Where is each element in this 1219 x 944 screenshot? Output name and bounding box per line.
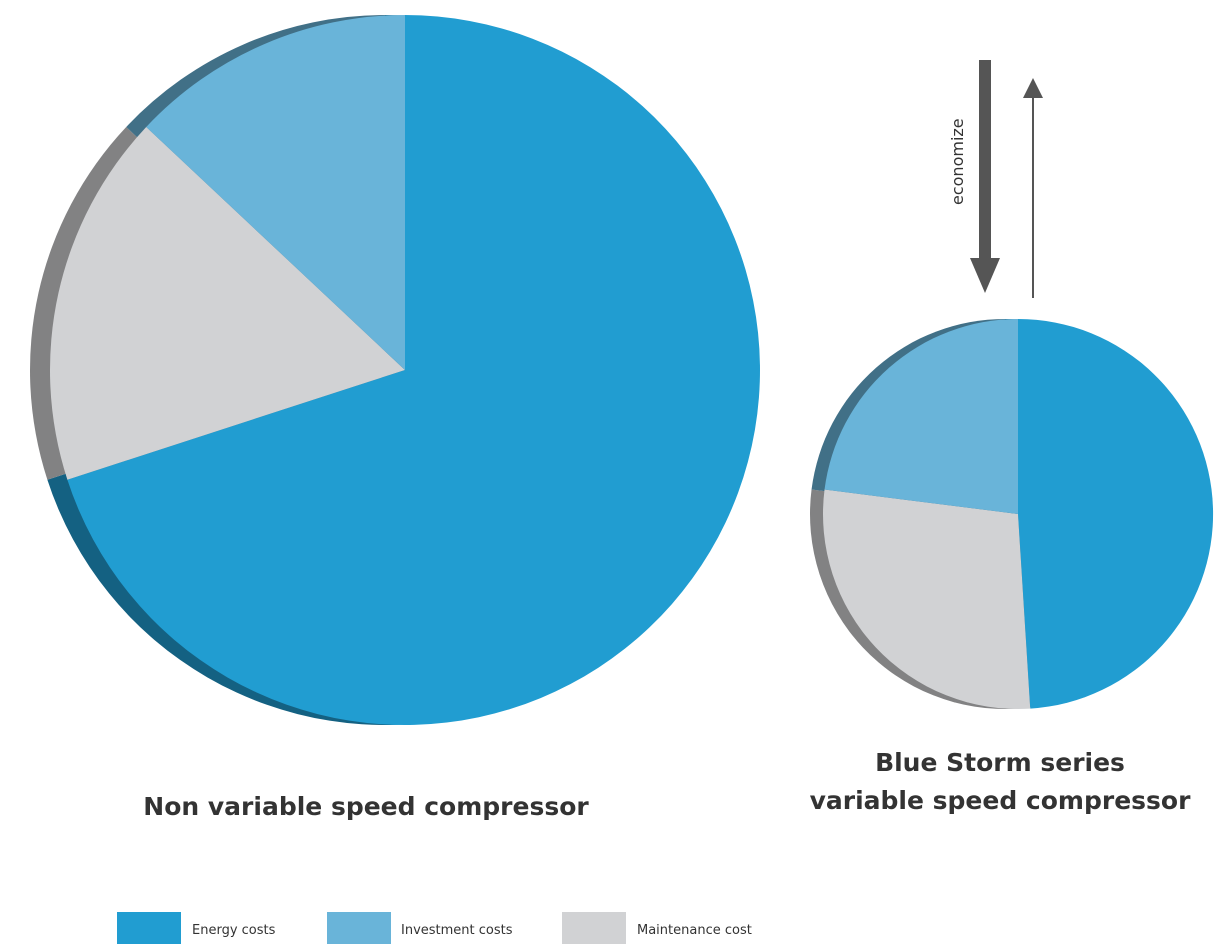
legend: Energy costs Investment costs Maintenanc… [117,912,752,944]
legend-swatch-investment [327,912,391,944]
legend-label-investment: Investment costs [401,923,513,938]
legend-label-energy: Energy costs [192,923,276,938]
small-slice-energy [1018,318,1214,709]
large-slice-maintenance [49,126,405,480]
economize-arrow-shaft [979,60,991,260]
economize-arrow-head [970,258,1000,293]
large-slice-investment [146,15,405,370]
chart-title-non-variable: Non variable speed compressor [143,792,589,821]
legend-swatch-maintenance [562,912,626,944]
economize-annotation: economize [948,60,1043,298]
small-pie-slices [823,318,1214,710]
economize-label: economize [948,118,967,205]
small-slice-investment [824,319,1018,514]
large-pie-slices [49,15,760,725]
large-slice-energy [67,15,760,725]
pie-chart-blue-storm [810,318,1214,710]
legend-swatch-energy [117,912,181,944]
small-slice-maintenance [823,489,1031,710]
legend-label-maintenance: Maintenance cost [637,923,752,938]
pie-chart-non-variable [29,15,760,725]
chart-title-blue-storm-line1: Blue Storm series [875,748,1125,777]
chart-title-blue-storm-line2: variable speed compressor [810,786,1192,815]
